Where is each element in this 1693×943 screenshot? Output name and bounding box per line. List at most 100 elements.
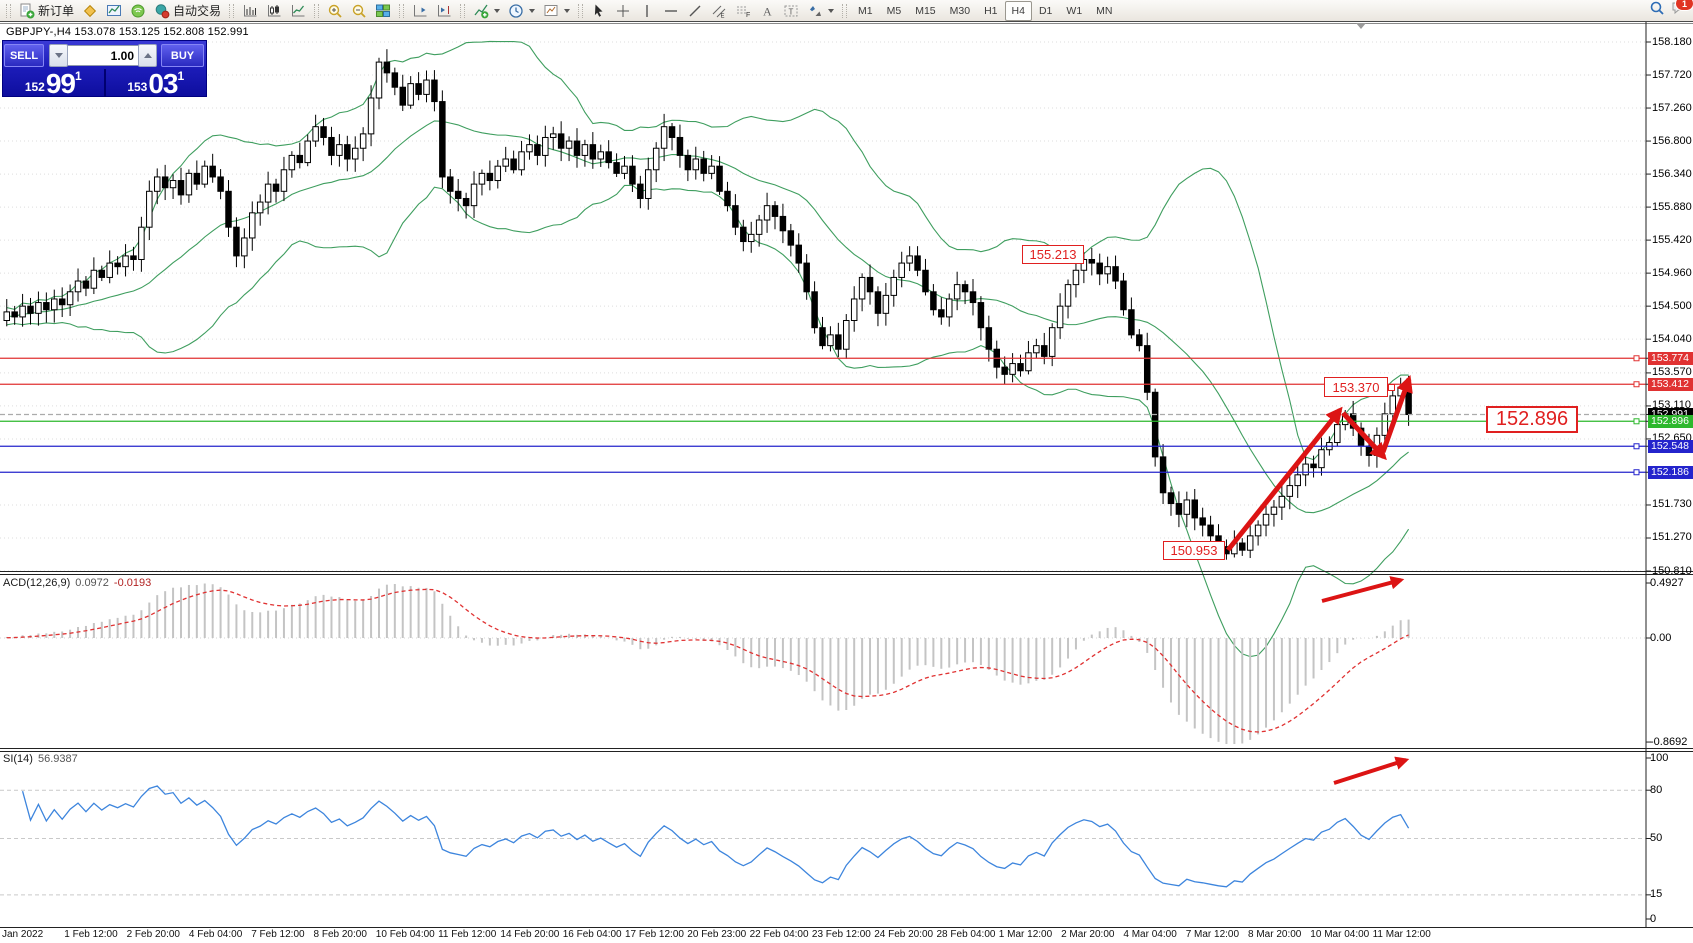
candle-body <box>130 255 137 260</box>
candle-body <box>1294 474 1301 487</box>
candle-body <box>510 158 517 171</box>
candle-body <box>557 133 565 149</box>
line-chart-button[interactable] <box>286 1 310 21</box>
zoom-in-button[interactable] <box>323 1 347 21</box>
timeframe-m1-button[interactable]: M1 <box>858 4 873 17</box>
chart-scroll-marker[interactable] <box>1356 23 1366 29</box>
price-callout[interactable]: 152.896 <box>1486 406 1578 433</box>
svg-text:T: T <box>789 7 794 16</box>
candle-body <box>264 183 272 203</box>
candle-body <box>534 144 541 156</box>
fibonacci-button[interactable]: F <box>731 1 755 21</box>
chart-shift-button[interactable] <box>432 1 456 21</box>
price-axis-label: 153.570 <box>1652 366 1692 379</box>
trendline-button[interactable] <box>683 1 707 21</box>
candle-body <box>898 262 905 278</box>
candle-body <box>906 255 913 264</box>
candle-body <box>1302 463 1309 476</box>
charts-button[interactable] <box>102 1 126 21</box>
timeframe-w1-button[interactable]: W1 <box>1066 4 1083 17</box>
candle-body <box>747 233 755 243</box>
templates-button[interactable] <box>539 1 574 21</box>
vertical-line-button[interactable] <box>635 1 659 21</box>
timeframe-m30-button[interactable]: M30 <box>949 4 971 17</box>
periods-button[interactable] <box>504 1 539 21</box>
auto-trading-button[interactable]: 自动交易 <box>150 1 225 21</box>
sell-button[interactable]: SELL <box>4 44 44 67</box>
callout-handle[interactable] <box>1388 384 1395 391</box>
candle-body <box>1136 334 1143 347</box>
sell-price[interactable]: 152 99 1 <box>3 68 104 98</box>
bollinger-upper-band <box>6 40 1409 461</box>
candle-body <box>193 172 201 185</box>
horizontal-line-icon <box>663 3 679 19</box>
price-callout[interactable]: 153.370 <box>1324 377 1388 397</box>
hline-handle <box>1633 418 1640 425</box>
time-axis-label: Jan 2022 <box>2 929 44 940</box>
candle-body <box>1175 503 1183 515</box>
buy-price-prefix: 153 <box>127 80 148 94</box>
trendline-icon <box>687 3 703 19</box>
candle-body <box>795 244 802 264</box>
candle-body <box>1088 258 1096 264</box>
candle-body <box>961 284 969 293</box>
macd-label: ACD(12,26,9) 0.0972 -0.0193 <box>3 577 151 589</box>
notifications-button[interactable]: 1 <box>1671 0 1693 21</box>
candle-body <box>478 172 486 185</box>
volume-up-button[interactable] <box>138 44 157 67</box>
bar-chart-button[interactable] <box>238 1 262 21</box>
candle-body <box>233 226 240 257</box>
price-callout[interactable]: 150.953 <box>1163 541 1225 560</box>
volume-down-button[interactable] <box>49 44 68 67</box>
signals-button[interactable] <box>126 1 150 21</box>
buy-price[interactable]: 153 03 1 <box>106 68 207 98</box>
tile-windows-button[interactable] <box>371 1 395 21</box>
timeframe-m5-button[interactable]: M5 <box>886 4 902 17</box>
indicators-button[interactable] <box>469 1 504 21</box>
bollinger-middle-band <box>6 120 1409 514</box>
text-button[interactable]: A <box>755 1 779 21</box>
buy-button[interactable]: BUY <box>161 44 204 67</box>
timeframe-m15-button[interactable]: M15 <box>915 4 936 17</box>
arrows-button[interactable] <box>803 1 838 21</box>
timeframe-mn-button[interactable]: MN <box>1096 4 1113 17</box>
equidistant-channel-button[interactable]: E <box>707 1 731 21</box>
candle-body <box>660 126 668 149</box>
auto-trading-icon <box>154 3 170 19</box>
volume-input[interactable] <box>68 45 138 66</box>
timeframe-h1-button[interactable]: H1 <box>984 4 998 17</box>
candle-body <box>1048 327 1056 357</box>
new-order-button[interactable]: 新订单 <box>15 1 78 21</box>
cursor-button[interactable] <box>587 1 611 21</box>
horizontal-line-button[interactable] <box>659 1 683 21</box>
candle-body <box>629 165 636 185</box>
toolbar-grip <box>399 3 405 18</box>
candle-body <box>850 298 858 322</box>
search-icon[interactable] <box>1649 0 1665 21</box>
price-callout[interactable]: 155.213 <box>1022 245 1084 264</box>
zoom-out-button[interactable] <box>347 1 371 21</box>
crosshair-button[interactable] <box>611 1 635 21</box>
candle-body <box>58 298 66 306</box>
toolbar-grip <box>460 3 466 18</box>
candle-body <box>803 262 810 293</box>
candle-body <box>146 190 153 228</box>
text-label-button[interactable]: T <box>779 1 803 21</box>
candlestick-button[interactable] <box>262 1 286 21</box>
auto-scroll-button[interactable] <box>408 1 432 21</box>
rsi-label: SI(14) 56.9387 <box>3 753 78 765</box>
candle-body <box>1381 413 1389 436</box>
macd-scale-label: 0.00 <box>1650 631 1672 644</box>
timeframe-h4-button[interactable]: H4 <box>1004 0 1032 21</box>
candle-body <box>692 158 700 171</box>
metaeditor-button[interactable] <box>78 1 102 21</box>
bollinger-lower-band <box>6 184 1410 658</box>
price-axis-label: 156.340 <box>1652 167 1692 180</box>
candle-body <box>613 162 620 174</box>
candle-body <box>114 262 121 268</box>
timeframe-d1-button[interactable]: D1 <box>1038 4 1053 17</box>
candle-body <box>241 237 248 257</box>
toolbar-grip <box>6 3 11 18</box>
candle-body <box>1334 424 1341 444</box>
